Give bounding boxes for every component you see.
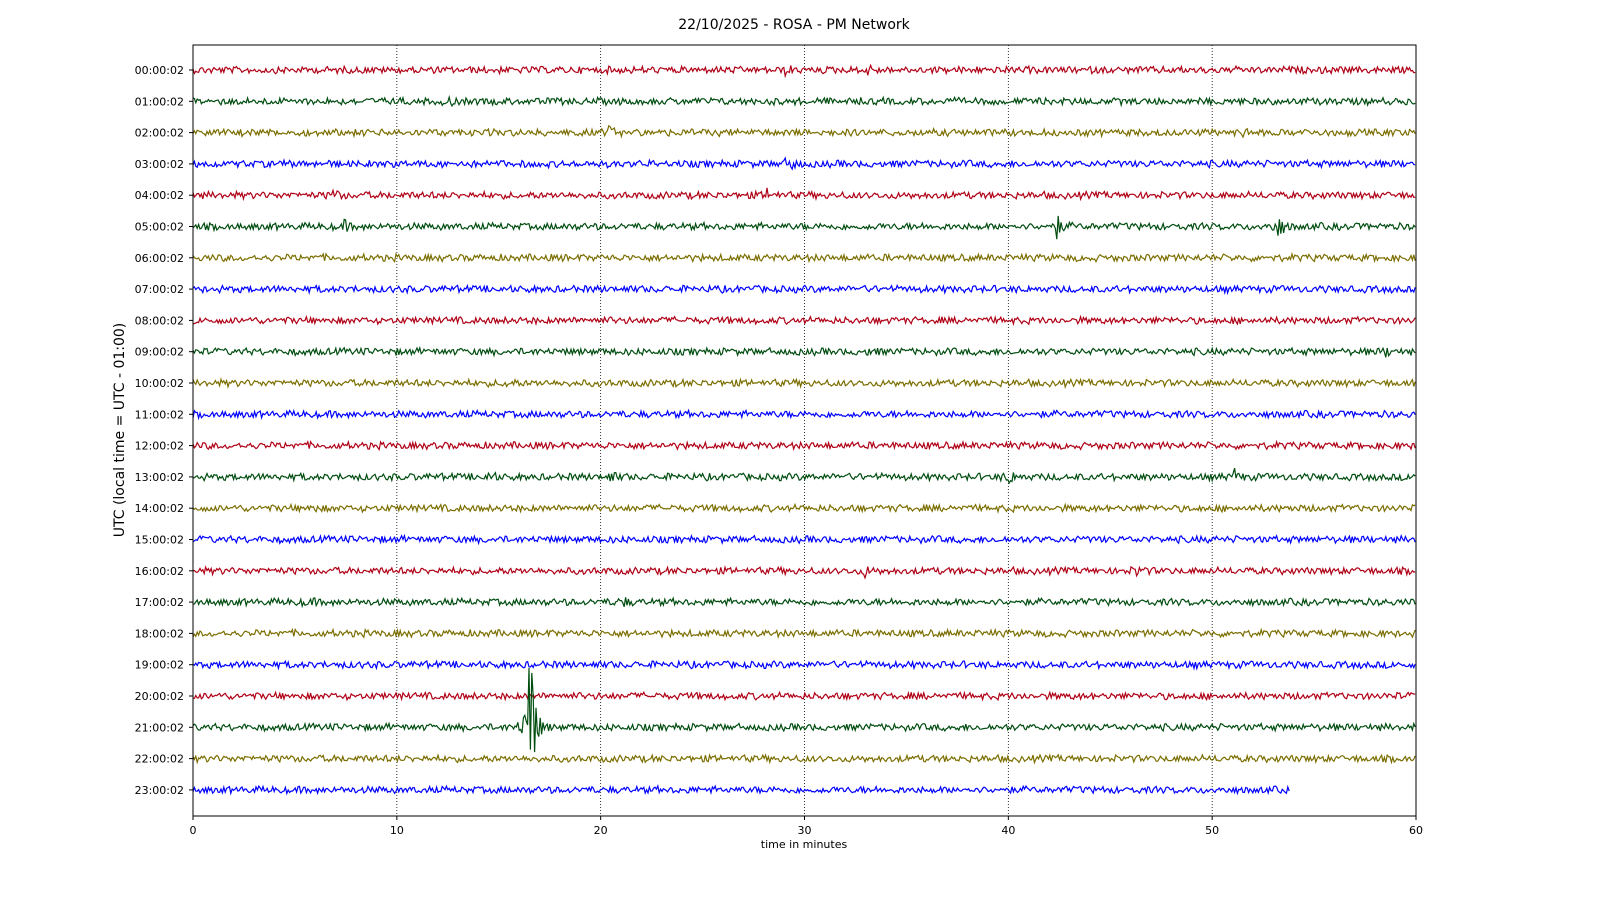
- y-tick-label: 19:00:02: [135, 659, 184, 672]
- x-tick-label: 60: [1409, 824, 1423, 837]
- seismic-trace: [192, 187, 1416, 202]
- y-tick-label: 02:00:02: [135, 127, 184, 140]
- seismic-trace: [192, 124, 1416, 139]
- x-tick-label: 10: [390, 824, 404, 837]
- seismic-trace: [192, 283, 1416, 296]
- seismic-trace: [192, 565, 1416, 580]
- seismic-trace: [192, 439, 1416, 452]
- seismic-trace: [192, 377, 1416, 390]
- seismic-trace: [192, 502, 1416, 514]
- y-axis: 00:00:02 01:00:02 02:00:02 03:00:02 04:00:02…: [135, 64, 193, 797]
- seismic-trace: [192, 659, 1416, 671]
- y-tick-label: 00:00:02: [135, 64, 184, 77]
- x-tick-label: 50: [1205, 824, 1219, 837]
- y-tick-label: 18:00:02: [135, 627, 184, 640]
- x-tick-label: 20: [594, 824, 608, 837]
- y-tick-label: 22:00:02: [135, 753, 184, 766]
- seismic-trace: [192, 667, 1416, 753]
- seismic-trace: [192, 533, 1416, 546]
- seismic-trace: [192, 596, 1416, 609]
- y-tick-label: 06:00:02: [135, 252, 184, 265]
- x-axis-label: time in minutes: [761, 838, 848, 851]
- y-tick-label: 08:00:02: [135, 314, 184, 327]
- trace-group: [192, 63, 1416, 796]
- y-axis-label: UTC (local time = UTC - 01:00): [112, 323, 128, 538]
- y-tick-label: 10:00:02: [135, 377, 184, 390]
- y-tick-label: 16:00:02: [135, 565, 184, 578]
- x-tick-label: 30: [798, 824, 812, 837]
- x-tick-label: 40: [1001, 824, 1015, 837]
- seismic-trace: [192, 408, 1416, 421]
- x-axis: 0 10 20 30 40 50 60: [190, 816, 1423, 837]
- seismic-trace: [192, 251, 1416, 264]
- y-tick-label: 05:00:02: [135, 221, 184, 234]
- seismic-trace: [192, 467, 1416, 485]
- y-tick-label: 07:00:02: [135, 283, 184, 296]
- y-tick-label: 12:00:02: [135, 440, 184, 453]
- y-tick-label: 17:00:02: [135, 596, 184, 609]
- y-tick-label: 14:00:02: [135, 502, 184, 515]
- y-tick-label: 23:00:02: [135, 784, 184, 797]
- seismic-trace: [192, 94, 1416, 108]
- y-tick-label: 04:00:02: [135, 189, 184, 202]
- seismic-trace: [192, 314, 1416, 327]
- seismic-trace: [192, 627, 1416, 639]
- seismic-trace: [192, 215, 1416, 240]
- y-tick-label: 01:00:02: [135, 95, 184, 108]
- chart-title: 22/10/2025 - ROSA - PM Network: [678, 17, 910, 33]
- seismic-trace: [192, 752, 1416, 765]
- seismic-trace: [192, 345, 1416, 358]
- y-tick-label: 13:00:02: [135, 471, 184, 484]
- seismic-trace: [192, 690, 1416, 702]
- seismic-trace: [192, 784, 1290, 796]
- seismic-trace: [192, 156, 1416, 171]
- y-tick-label: 20:00:02: [135, 690, 184, 703]
- grid-lines: [396, 45, 1213, 816]
- y-tick-label: 03:00:02: [135, 158, 184, 171]
- y-tick-label: 15:00:02: [135, 534, 184, 547]
- y-tick-label: 09:00:02: [135, 346, 184, 359]
- x-tick-label: 0: [190, 824, 197, 837]
- y-tick-label: 21:00:02: [135, 721, 184, 734]
- seismic-trace: [192, 63, 1416, 79]
- y-tick-label: 11:00:02: [135, 408, 184, 421]
